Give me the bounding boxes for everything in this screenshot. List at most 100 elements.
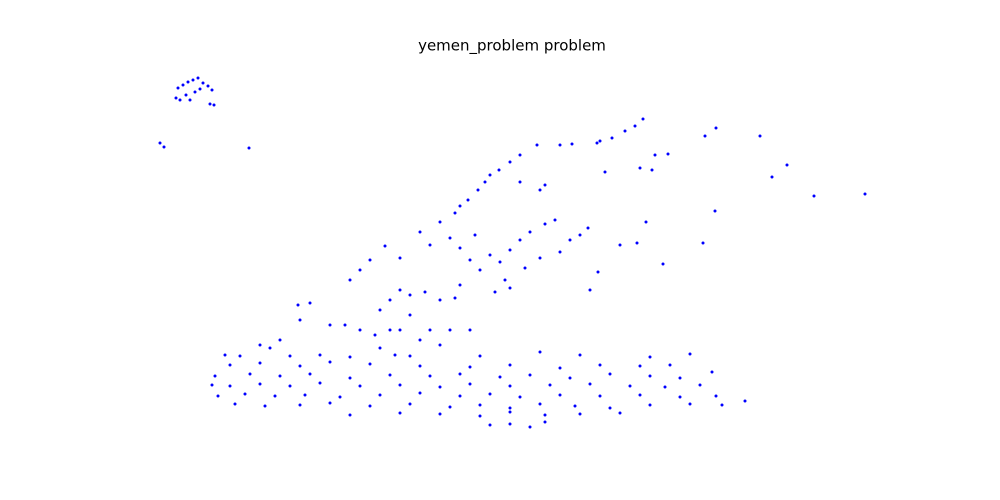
point: [558, 393, 562, 397]
point: [714, 394, 718, 398]
point: [158, 141, 162, 145]
point: [348, 355, 352, 359]
point: [233, 402, 237, 406]
point: [478, 268, 482, 272]
point: [178, 98, 182, 102]
point: [488, 173, 492, 177]
point: [608, 372, 612, 376]
point: [497, 168, 501, 172]
point: [368, 404, 372, 408]
point: [758, 134, 762, 138]
point: [247, 146, 251, 150]
point: [812, 194, 816, 198]
point: [720, 403, 724, 407]
point: [608, 406, 612, 410]
point: [635, 241, 639, 245]
point: [378, 308, 382, 312]
point: [468, 365, 472, 369]
point: [596, 270, 600, 274]
point: [538, 256, 542, 260]
point: [223, 353, 227, 357]
point: [438, 220, 442, 224]
chart-title: yemen_problem problem: [418, 37, 606, 56]
point: [483, 180, 487, 184]
point: [528, 373, 532, 377]
point: [543, 183, 547, 187]
point: [678, 376, 682, 380]
point: [713, 209, 717, 213]
point: [408, 354, 412, 358]
point: [598, 394, 602, 398]
point: [538, 350, 542, 354]
point: [508, 248, 512, 252]
point: [181, 83, 185, 87]
point: [458, 204, 462, 208]
point: [568, 238, 572, 242]
point: [373, 333, 377, 337]
point: [248, 372, 252, 376]
point: [258, 343, 262, 347]
point: [398, 256, 402, 260]
point: [493, 290, 497, 294]
point: [184, 93, 188, 97]
point: [368, 362, 372, 366]
point: [210, 88, 214, 92]
point: [358, 268, 362, 272]
point: [508, 384, 512, 388]
point: [535, 143, 539, 147]
point: [418, 391, 422, 395]
point: [638, 364, 642, 368]
point: [398, 288, 402, 292]
point: [258, 361, 262, 365]
point: [423, 290, 427, 294]
point: [162, 145, 166, 149]
point: [503, 278, 507, 282]
point: [453, 211, 457, 215]
point: [785, 163, 789, 167]
point: [438, 385, 442, 389]
point: [186, 80, 190, 84]
point: [498, 260, 502, 264]
point: [196, 76, 200, 80]
point: [538, 188, 542, 192]
point: [478, 403, 482, 407]
point: [508, 406, 512, 410]
point: [678, 395, 682, 399]
point: [618, 243, 622, 247]
point: [518, 180, 522, 184]
point: [558, 366, 562, 370]
point: [508, 286, 512, 290]
point: [543, 420, 547, 424]
point: [698, 383, 702, 387]
point: [308, 301, 312, 305]
point: [278, 374, 282, 378]
point: [633, 124, 637, 128]
point: [558, 250, 562, 254]
point: [598, 139, 602, 143]
point: [714, 126, 718, 130]
point: [648, 403, 652, 407]
point: [428, 243, 432, 247]
point: [598, 363, 602, 367]
point: [688, 402, 692, 406]
point: [208, 102, 212, 106]
point: [206, 84, 210, 88]
point: [466, 198, 470, 202]
point: [558, 143, 562, 147]
point: [661, 262, 665, 266]
point: [193, 90, 197, 94]
point: [378, 346, 382, 350]
point: [298, 403, 302, 407]
point: [638, 166, 642, 170]
point: [863, 192, 867, 196]
point: [288, 384, 292, 388]
point: [476, 188, 480, 192]
point: [212, 103, 216, 107]
point: [468, 328, 472, 332]
point: [318, 353, 322, 357]
point: [398, 411, 402, 415]
point: [588, 288, 592, 292]
point: [478, 354, 482, 358]
point: [668, 363, 672, 367]
